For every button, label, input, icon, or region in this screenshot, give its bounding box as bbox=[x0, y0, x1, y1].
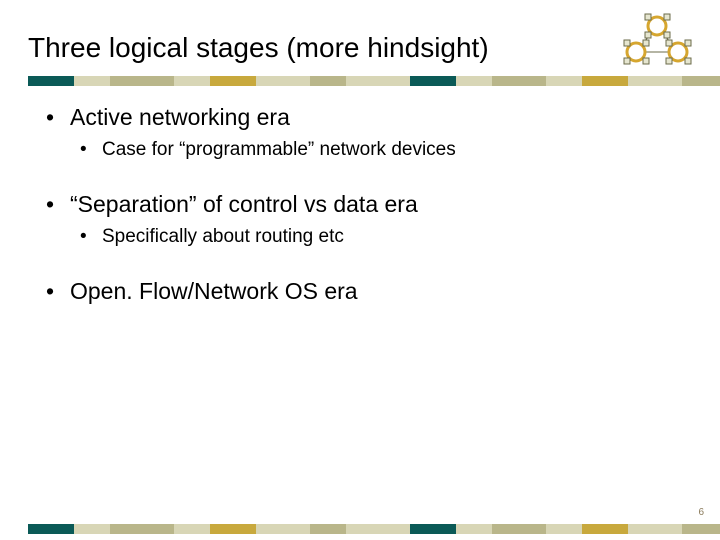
stripe-segment bbox=[256, 76, 310, 86]
spacer bbox=[28, 161, 692, 191]
stripe-segment bbox=[74, 524, 110, 534]
stripe-segment bbox=[210, 524, 256, 534]
slide-title: Three logical stages (more hindsight) bbox=[28, 32, 489, 64]
stripe-segment bbox=[582, 76, 628, 86]
stripe-segment bbox=[174, 76, 210, 86]
slide-body: Active networking era Case for “programm… bbox=[28, 104, 692, 305]
stripe-segment bbox=[682, 524, 720, 534]
stripe-segment bbox=[28, 76, 74, 86]
stripe-segment bbox=[28, 524, 74, 534]
top-stripe bbox=[0, 76, 720, 86]
corner-network-icon bbox=[612, 12, 702, 70]
bottom-stripe bbox=[0, 524, 720, 534]
stripe-segment bbox=[456, 76, 492, 86]
bullet-level1: Open. Flow/Network OS era bbox=[46, 278, 692, 305]
stripe-segment bbox=[346, 76, 410, 86]
spacer bbox=[28, 248, 692, 278]
stripe-segment bbox=[310, 524, 346, 534]
stripe-segment bbox=[310, 76, 346, 86]
stripe-segment bbox=[456, 524, 492, 534]
bullet-level1: Active networking era bbox=[46, 104, 692, 131]
bullet-level2: Specifically about routing etc bbox=[80, 226, 692, 248]
stripe-segment bbox=[256, 524, 310, 534]
stripe-segment bbox=[628, 76, 682, 86]
stripe-segment bbox=[582, 524, 628, 534]
stripe-segment bbox=[546, 76, 582, 86]
stripe-segment bbox=[110, 76, 174, 86]
stripe-segment bbox=[74, 76, 110, 86]
page-number: 6 bbox=[698, 507, 704, 518]
stripe-segment bbox=[174, 524, 210, 534]
stripe-segment bbox=[210, 76, 256, 86]
bullet-level2: Case for “programmable” network devices bbox=[80, 139, 692, 161]
stripe-segment bbox=[492, 76, 546, 86]
stripe-segment bbox=[0, 76, 28, 86]
stripe-segment bbox=[110, 524, 174, 534]
stripe-segment bbox=[682, 76, 720, 86]
stripe-segment bbox=[410, 524, 456, 534]
stripe-segment bbox=[628, 524, 682, 534]
stripe-segment bbox=[346, 524, 410, 534]
stripe-segment bbox=[410, 76, 456, 86]
bullet-level1: “Separation” of control vs data era bbox=[46, 191, 692, 218]
stripe-segment bbox=[546, 524, 582, 534]
stripe-segment bbox=[492, 524, 546, 534]
stripe-segment bbox=[0, 524, 28, 534]
slide: Three logical stages (more hindsight) Ac… bbox=[0, 0, 720, 540]
